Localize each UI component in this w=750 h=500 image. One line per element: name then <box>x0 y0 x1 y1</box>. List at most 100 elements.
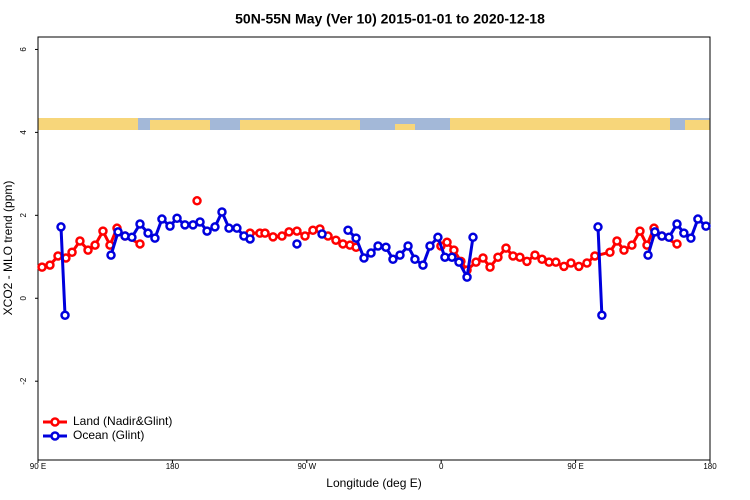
y-tick-label: -2 <box>19 377 28 385</box>
series-point <box>403 241 413 251</box>
series-point <box>388 254 398 265</box>
series-point <box>454 257 464 267</box>
series-point <box>60 310 70 321</box>
series-point <box>590 251 600 261</box>
series-point <box>522 256 532 267</box>
series-point <box>551 257 561 267</box>
chart-title: 50N-55N May (Ver 10) 2015-01-01 to 2020-… <box>235 11 545 27</box>
series-point <box>471 257 481 267</box>
y-tick-label: 6 <box>19 47 28 52</box>
series-point <box>574 261 584 272</box>
series-point <box>462 272 472 282</box>
series-point <box>619 245 629 255</box>
series-point <box>135 239 145 249</box>
series-point <box>284 227 294 237</box>
x-tick-label: 90 E <box>567 462 583 471</box>
series-point <box>53 251 63 261</box>
series-point <box>359 253 369 263</box>
series-point <box>90 240 100 250</box>
series-point <box>37 262 47 272</box>
series-point <box>83 245 93 255</box>
series-point <box>501 243 511 253</box>
series-point <box>593 222 603 232</box>
series-point <box>331 235 341 245</box>
series-point <box>202 226 212 236</box>
legend-marker <box>50 417 60 427</box>
series-point <box>195 217 205 227</box>
series-point <box>433 232 443 243</box>
x-tick-label: 0 <box>439 462 444 471</box>
series-point <box>317 229 327 239</box>
plot-frame <box>37 36 711 461</box>
series-point <box>468 232 478 243</box>
series-point <box>45 260 55 270</box>
series-point <box>381 242 391 253</box>
series-point <box>67 247 77 257</box>
series-point <box>366 248 376 258</box>
series-point <box>75 236 85 246</box>
series-point <box>664 232 674 243</box>
series-point <box>478 253 488 263</box>
series-point <box>395 250 405 260</box>
legend-marker <box>50 431 60 441</box>
series-point <box>559 261 569 272</box>
series-point <box>143 228 153 238</box>
series-point <box>373 241 383 251</box>
series-point <box>643 250 653 260</box>
series-point <box>292 226 302 236</box>
y-tick-label: 2 <box>19 213 28 218</box>
series-point <box>217 207 227 217</box>
series-point <box>106 250 116 260</box>
x-tick-label: 90 E <box>30 462 46 471</box>
land-mask-strip <box>38 118 710 130</box>
x-tick-label: 180 <box>166 462 180 471</box>
series-point <box>672 239 682 249</box>
series-point <box>672 219 682 229</box>
series-point <box>701 221 711 231</box>
series-point <box>232 223 242 233</box>
series-point <box>679 228 689 238</box>
series-point <box>447 252 457 262</box>
series-point <box>582 258 592 268</box>
series-point <box>493 252 503 262</box>
series-point <box>597 310 607 321</box>
y-tick-label: 0 <box>19 295 28 300</box>
series-point <box>172 213 182 223</box>
series-point <box>566 258 576 268</box>
series-point <box>224 223 234 233</box>
series-point <box>650 227 660 237</box>
y-tick-label: 4 <box>19 130 28 135</box>
series-point <box>127 232 137 243</box>
legend-label: Land (Nadir&Glint) <box>73 414 172 428</box>
series-point <box>135 219 145 229</box>
series-point <box>530 250 540 260</box>
series-point <box>515 252 525 262</box>
series-point <box>635 226 645 236</box>
series-point <box>425 241 435 251</box>
series-line <box>59 208 707 316</box>
series-point <box>245 234 255 244</box>
x-tick-label: 180 <box>703 462 717 471</box>
series-point <box>98 226 108 236</box>
series-point <box>612 236 622 246</box>
series-point <box>210 222 220 232</box>
series-point <box>485 262 495 272</box>
series-point <box>300 231 310 241</box>
series-point <box>150 233 160 243</box>
series-point <box>192 196 202 206</box>
series-point <box>56 222 66 232</box>
series-point <box>180 220 190 230</box>
series-point <box>442 237 452 248</box>
series-point <box>277 231 287 241</box>
series-point <box>418 260 428 270</box>
series-point <box>627 240 637 250</box>
series-point <box>157 214 167 224</box>
series-point <box>686 233 696 243</box>
series-point <box>351 233 361 243</box>
series-point <box>410 254 420 265</box>
series-point <box>165 221 175 231</box>
y-axis-label: XCO2 - MLO trend (ppm) <box>1 181 15 316</box>
series-point <box>113 227 123 237</box>
